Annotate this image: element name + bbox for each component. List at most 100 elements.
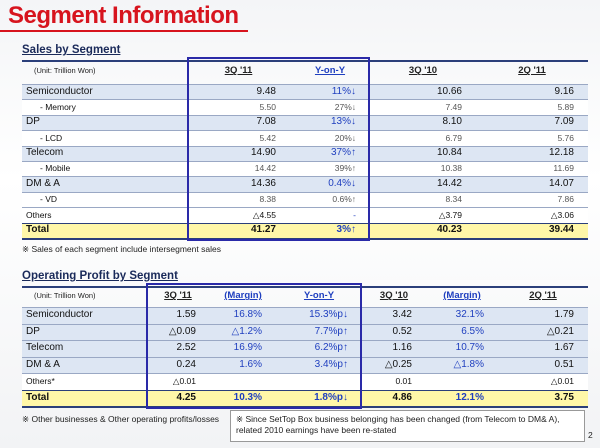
table-row	[22, 176, 588, 192]
table-cell: 0.4%↓	[328, 178, 356, 190]
table-row	[22, 114, 588, 131]
column-header: Y-on-Y	[314, 65, 346, 77]
profit-note: ※ Other businesses & Other operating pro…	[22, 414, 220, 424]
row-label: DP	[26, 325, 40, 337]
table-cell: 20%↓	[334, 132, 356, 143]
table-row	[22, 161, 588, 177]
table-cell: 3.75	[554, 391, 574, 403]
row-label: DP	[26, 116, 40, 128]
table-cell: 1.6%	[239, 358, 262, 370]
table-cell: 14.42	[254, 163, 276, 174]
table-row	[22, 307, 588, 324]
table-row	[22, 340, 588, 357]
table-cell: 9.16	[554, 85, 574, 97]
table-cell: 6.5%	[461, 325, 484, 337]
row-label: Others*	[26, 376, 55, 386]
table-cell: △3.06	[550, 209, 574, 220]
row-label: Semiconductor	[26, 309, 93, 321]
column-header: (Margin)	[443, 290, 481, 302]
table-cell: 3%↑	[336, 224, 356, 236]
table-cell: 37%↑	[330, 147, 356, 159]
table-cell: △4.55	[252, 209, 276, 220]
row-label: Total	[26, 391, 50, 403]
table-cell: 11.69	[553, 163, 574, 174]
table-cell: 1.79	[554, 309, 574, 321]
table-cell: 14.07	[548, 178, 574, 190]
row-label: - Memory	[40, 101, 76, 112]
table-cell: 1.67	[554, 342, 574, 354]
table-cell: 0.24	[176, 358, 196, 370]
table-cell: 13%↓	[330, 116, 356, 128]
page-number: 2	[588, 430, 593, 440]
row-label: Others	[26, 209, 52, 220]
table-cell: 8.34	[445, 194, 462, 205]
table-cell: 14.36	[250, 178, 276, 190]
highlight-box	[187, 57, 370, 241]
column-header: 2Q '11	[518, 65, 546, 77]
table-row	[22, 389, 588, 406]
table-cell: 27%↓	[334, 101, 356, 112]
table-cell: 4.25	[176, 391, 196, 403]
table-cell: 8.10	[442, 116, 462, 128]
column-header: Y-on-Y	[303, 290, 335, 302]
table-cell: △0.21	[546, 325, 574, 337]
table-cell: △0.01	[550, 376, 574, 386]
table-cell: 7.09	[554, 116, 574, 128]
table-cell: 10.84	[436, 147, 462, 159]
row-label: - LCD	[40, 132, 63, 143]
table-row	[22, 356, 588, 373]
table-cell: 0.6%↑	[332, 194, 356, 205]
table-cell: 5.42	[259, 132, 276, 143]
table-cell	[426, 373, 498, 390]
table-cell: 3.4%p↑	[314, 358, 348, 370]
column-header: (Unit: Trillion Won)	[34, 66, 96, 76]
table-cell: 4.86	[392, 391, 412, 403]
table-cell: 41.27	[250, 224, 276, 236]
table-cell: 0.52	[392, 325, 412, 337]
table-top-rule	[22, 286, 588, 288]
table-cell: 8.38	[259, 194, 276, 205]
table-row	[22, 373, 588, 390]
table-cell: △1.2%	[231, 325, 262, 337]
row-label: Semiconductor	[26, 85, 93, 97]
column-header: 2Q '11	[529, 290, 557, 302]
row-label: DM & A	[26, 178, 60, 190]
table-cell: △3.79	[438, 209, 462, 220]
table-cell: 10.3%	[233, 391, 262, 403]
table-cell: 39.44	[548, 224, 574, 236]
column-header: (Margin)	[224, 290, 262, 302]
column-header: 3Q '10	[408, 65, 438, 77]
table-row	[22, 99, 588, 115]
sales-note: ※ Sales of each segment include interseg…	[22, 244, 221, 254]
table-cell: 7.86	[557, 194, 574, 205]
restated-note: ※ Since SetTop Box business belonging ha…	[230, 410, 585, 442]
table-cell: △1.8%	[453, 358, 484, 370]
table-row	[22, 84, 588, 100]
table-cell: 1.8%p↓	[314, 391, 348, 403]
table-row	[22, 207, 588, 223]
table-cell: △0.09	[168, 325, 196, 337]
table-cell: 9.48	[256, 85, 276, 97]
table-cell: 15.3%p↓	[309, 309, 348, 321]
slide-title: Segment Information	[8, 2, 239, 29]
table-cell: 6.79	[445, 132, 462, 143]
row-label: Telecom	[26, 147, 64, 159]
table-cell: 12.18	[548, 147, 574, 159]
table-cell: 14.90	[250, 147, 276, 159]
table-cell: 5.50	[259, 101, 276, 112]
table-cell: 6.2%p↑	[314, 342, 348, 354]
table-cell: 10.7%	[455, 342, 484, 354]
table-cell: 2.52	[176, 342, 196, 354]
title-rule	[0, 30, 248, 32]
table-cell: 32.1%	[455, 309, 484, 321]
table-cell: 16.9%	[233, 342, 262, 354]
row-label: DM & A	[26, 358, 60, 370]
column-header: 3Q '11	[224, 65, 253, 77]
table-cell: 16.8%	[233, 309, 262, 321]
sales-heading: Sales by Segment	[22, 44, 121, 56]
table-cell: 5.89	[557, 101, 574, 112]
table-top-rule	[22, 60, 588, 62]
table-cell: 5.76	[557, 132, 574, 143]
row-label: Telecom	[26, 342, 64, 354]
highlight-box	[146, 283, 362, 409]
